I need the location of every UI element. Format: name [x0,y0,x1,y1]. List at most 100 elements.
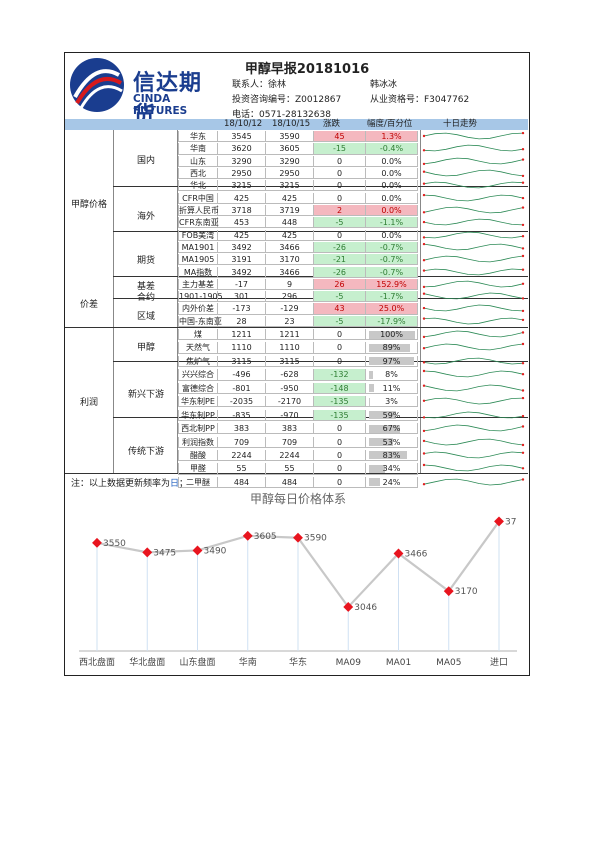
row-percent: 34% [366,463,418,475]
row-percent: -0.7% [366,266,418,278]
row-change: -26 [314,241,366,254]
row-change: 0 [314,229,366,241]
sparkline-marker [521,254,525,258]
table-row: 西北 2950 2950 0 0.0% [178,167,418,180]
trend-sparkline [422,305,525,313]
row-name: MA1905 [178,254,218,266]
percentile-bar [369,478,381,487]
row-value-1: 3115 [218,355,266,368]
chart-data-label: 3718 [505,517,517,527]
row-change: 0 [314,355,366,368]
row-percent: 67% [366,423,418,435]
sparkline-marker [422,399,426,403]
note-frequency: 日 [170,479,180,489]
percentile-bar [369,384,375,393]
sparkline-marker [521,131,525,135]
col-trend: 十日走势 [443,119,478,129]
chart-point [443,586,454,597]
report-title: 甲醇早报20181016 [244,62,370,77]
sparkline-path [423,344,524,351]
row-name: 山东 [178,155,218,167]
trend-sparkline [422,157,525,165]
sparkline-path [423,357,524,365]
chart-category-label: 华东 [289,656,307,668]
sparkline-path [423,478,524,486]
row-name: 内外价差 [178,303,218,315]
chart-category-label: MA05 [436,658,461,668]
trend-sparkline [422,357,525,365]
row-percent: 0.0% [366,204,418,217]
row-percent: 53% [366,436,418,448]
row-value-2: -129 [266,303,314,315]
trend-sparkline [422,206,525,214]
row-name: 华北 [178,180,218,192]
sparkline-path [423,397,524,405]
row-change: 0 [314,155,366,167]
table-row: 二甲醚 484 484 0 24% [178,476,418,489]
sparkline-marker [521,174,525,178]
trend-sparkline [422,384,525,392]
table-row: 华东 3545 3590 45 1.3% [178,131,418,143]
row-name: CFR东南亚 [178,217,219,229]
trend-sparkline [422,411,525,419]
row-name: 醋酸 [178,449,218,462]
row-value-2: 3290 [266,155,314,167]
company-logo: 信达期货 CINDA FUTURES [67,55,223,128]
col-percent: 幅度/百分位 [367,119,413,129]
row-value-1: 3718 [218,204,266,217]
chart-data-label: 3475 [153,548,176,558]
section-overseas: 海外 [136,212,155,222]
row-name: 利润指数 [178,436,218,448]
row-value-2: -2170 [266,396,314,408]
table-row: 华东制PP -835 -970 -135 59% [178,409,418,421]
sparkline-marker [422,347,426,350]
row-value-2: 3466 [266,266,314,278]
sparkline-marker [422,307,426,310]
sparkline-path [423,451,524,459]
trend-sparkline [422,451,525,459]
percentile-bar [369,411,397,420]
row-percent: 11% [366,382,418,394]
table-row: 醋酸 2244 2244 0 83% [178,449,418,462]
row-percent: -1.7% [366,291,418,303]
row-value-1: 3620 [218,143,266,155]
row-value-2: -628 [266,369,314,381]
sparkline-marker [422,285,426,288]
trend-sparkline [422,231,525,239]
row-percent: 24% [366,476,418,489]
sparkline-marker [521,389,525,392]
sparkline-marker [422,259,426,262]
sparkline-marker [521,331,525,334]
row-value-2: -970 [266,409,314,421]
row-value-2: 3215 [266,180,314,192]
section-futures: 期货 [136,256,155,266]
table-row: 富德综合 -801 -950 -148 11% [178,382,418,394]
row-value-1: 484 [218,476,266,489]
sparkline-marker [422,415,426,419]
row-value-2: 448 [266,217,314,229]
trend-sparkline [422,145,525,152]
row-name: 二甲醚 [178,476,218,489]
trend-sparkline [422,193,525,201]
note-suffix: ； [179,479,189,489]
row-percent: 89% [366,342,418,354]
percentile-bar [369,330,415,339]
percentile-bar [369,343,410,352]
chart-data-label: 3490 [204,546,227,556]
trend-sparkline [422,181,525,189]
logo-english-text: CINDA FUTURES [133,93,188,117]
contact-person-2: 韩冰冰 [370,80,398,90]
row-percent: 3% [366,396,418,408]
row-percent: 97% [366,355,418,368]
sparkline-marker [422,162,426,165]
chart-data-label: 3170 [455,587,478,597]
row-value-1: -2035 [218,396,266,408]
sparkline-path [423,218,524,226]
row-percent: 152.9% [366,278,418,291]
row-value-1: 1110 [218,342,266,354]
row-name: FOB美湾 [178,229,218,241]
sparkline-marker [521,397,525,400]
sparkline-marker [521,414,525,417]
chart-category-label: 华南 [239,656,257,668]
row-change: 43 [314,303,366,315]
